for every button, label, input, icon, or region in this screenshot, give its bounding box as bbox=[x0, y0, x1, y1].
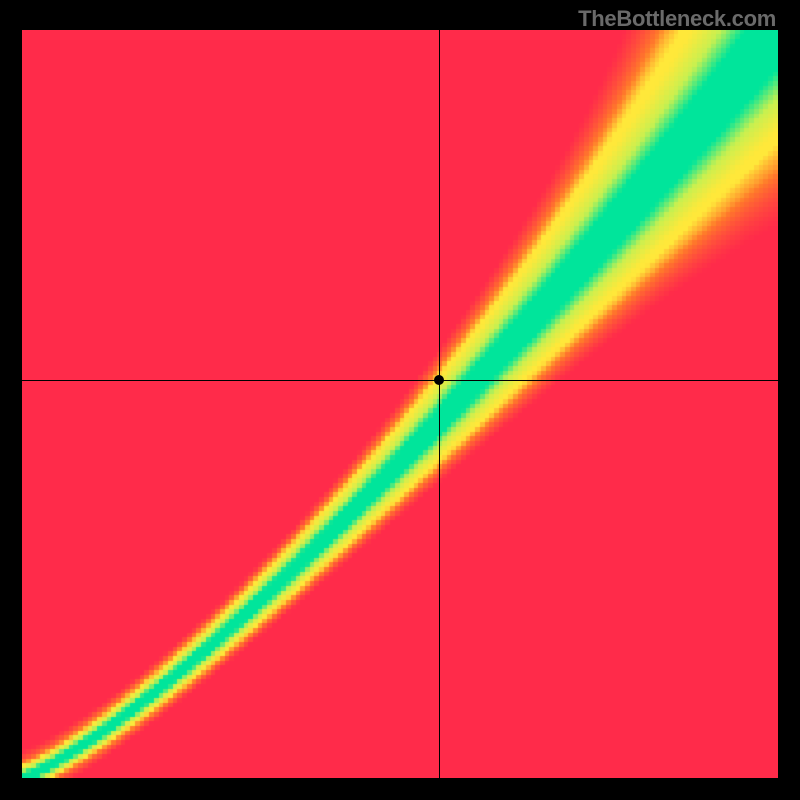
crosshair-vertical bbox=[439, 30, 440, 778]
data-point bbox=[434, 375, 444, 385]
heatmap-plot bbox=[22, 30, 778, 778]
heatmap-canvas bbox=[22, 30, 778, 778]
crosshair-horizontal bbox=[22, 380, 778, 381]
watermark-text: TheBottleneck.com bbox=[578, 6, 776, 32]
